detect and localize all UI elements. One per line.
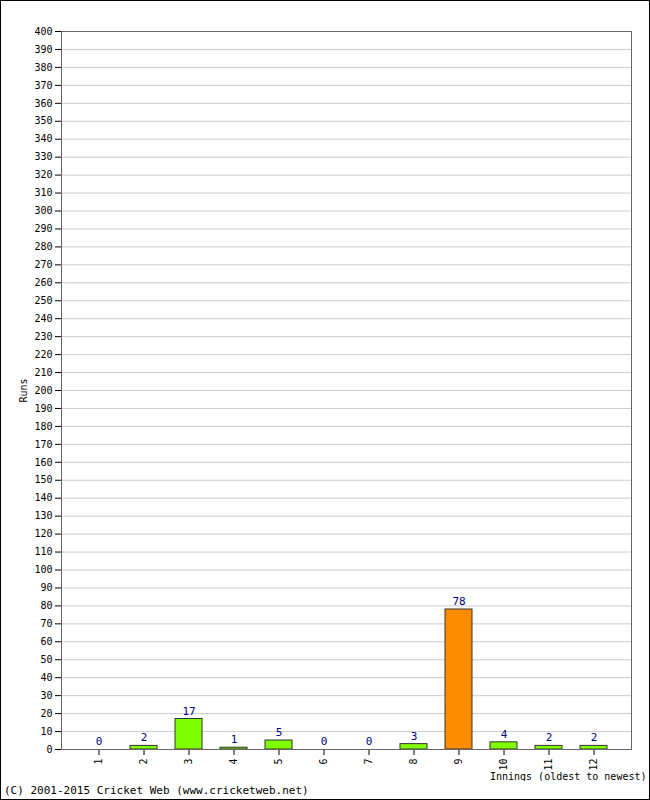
svg-text:80: 80 xyxy=(40,600,52,611)
svg-text:120: 120 xyxy=(34,528,52,539)
svg-text:380: 380 xyxy=(34,62,52,73)
svg-text:5: 5 xyxy=(276,726,283,739)
svg-text:9: 9 xyxy=(453,759,464,765)
svg-text:370: 370 xyxy=(34,80,52,91)
svg-text:20: 20 xyxy=(40,708,52,719)
svg-text:320: 320 xyxy=(34,169,52,180)
svg-text:3: 3 xyxy=(411,730,418,743)
svg-text:150: 150 xyxy=(34,474,52,485)
svg-text:260: 260 xyxy=(34,277,52,288)
svg-text:2: 2 xyxy=(138,759,149,765)
svg-text:5: 5 xyxy=(273,759,284,765)
svg-text:70: 70 xyxy=(40,618,52,629)
svg-text:200: 200 xyxy=(34,385,52,396)
svg-text:0: 0 xyxy=(46,744,52,755)
svg-text:160: 160 xyxy=(34,457,52,468)
svg-text:0: 0 xyxy=(96,735,103,748)
svg-text:300: 300 xyxy=(34,205,52,216)
svg-text:10: 10 xyxy=(40,726,52,737)
svg-text:11: 11 xyxy=(543,759,554,771)
svg-text:350: 350 xyxy=(34,115,52,126)
svg-text:140: 140 xyxy=(34,492,52,503)
svg-text:0: 0 xyxy=(321,735,328,748)
svg-text:220: 220 xyxy=(34,349,52,360)
svg-text:100: 100 xyxy=(34,564,52,575)
svg-text:Innings (oldest to newest): Innings (oldest to newest) xyxy=(490,771,647,782)
svg-text:390: 390 xyxy=(34,44,52,55)
svg-text:1: 1 xyxy=(231,733,238,746)
svg-text:1: 1 xyxy=(93,759,104,765)
svg-text:250: 250 xyxy=(34,295,52,306)
svg-text:170: 170 xyxy=(34,439,52,450)
svg-text:78: 78 xyxy=(452,595,465,608)
html-text:(C) 2001-2015 Cricket Web (www: (C) 2001-2015 Cricket Web (www.cricketwe… xyxy=(4,784,309,797)
svg-text:6: 6 xyxy=(318,759,329,765)
svg-text:2: 2 xyxy=(546,731,553,744)
svg-text:7: 7 xyxy=(363,759,374,765)
svg-text:280: 280 xyxy=(34,241,52,252)
svg-text:240: 240 xyxy=(34,313,52,324)
svg-text:210: 210 xyxy=(34,367,52,378)
svg-text:110: 110 xyxy=(34,546,52,557)
svg-text:60: 60 xyxy=(40,636,52,647)
svg-text:230: 230 xyxy=(34,331,52,342)
svg-text:8: 8 xyxy=(408,759,419,765)
svg-text:0: 0 xyxy=(366,735,373,748)
svg-text:130: 130 xyxy=(34,510,52,521)
svg-text:290: 290 xyxy=(34,223,52,234)
svg-text:12: 12 xyxy=(588,759,599,771)
svg-text:360: 360 xyxy=(34,98,52,109)
svg-text:330: 330 xyxy=(34,151,52,162)
svg-text:Runs: Runs xyxy=(18,378,29,402)
svg-text:4: 4 xyxy=(228,759,239,765)
svg-text:40: 40 xyxy=(40,672,52,683)
svg-text:190: 190 xyxy=(34,403,52,414)
svg-text:310: 310 xyxy=(34,187,52,198)
svg-text:90: 90 xyxy=(40,582,52,593)
svg-text:30: 30 xyxy=(40,690,52,701)
svg-text:17: 17 xyxy=(182,705,195,718)
svg-text:180: 180 xyxy=(34,421,52,432)
svg-text:2: 2 xyxy=(591,731,598,744)
svg-text:10: 10 xyxy=(498,759,509,771)
svg-text:270: 270 xyxy=(34,259,52,270)
svg-text:2: 2 xyxy=(141,731,148,744)
svg-text:50: 50 xyxy=(40,654,52,665)
svg-text:340: 340 xyxy=(34,133,52,144)
svg-text:400: 400 xyxy=(34,26,52,37)
svg-text:4: 4 xyxy=(501,728,508,741)
svg-text:3: 3 xyxy=(183,759,194,765)
